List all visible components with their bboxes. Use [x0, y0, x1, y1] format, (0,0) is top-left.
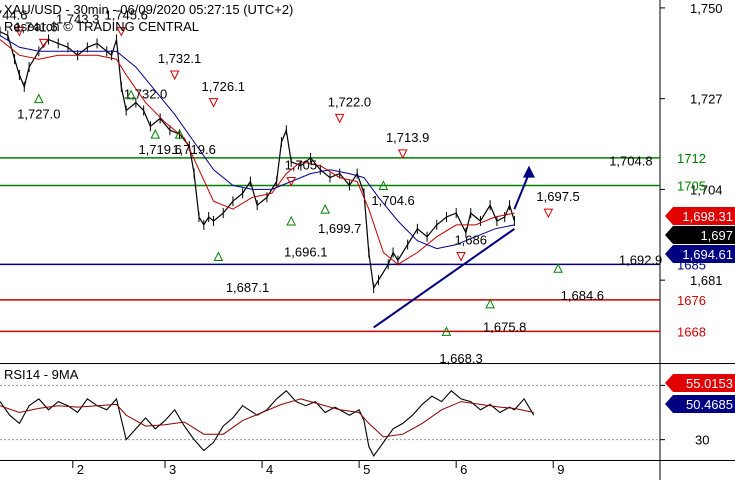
chart-title: XAU/USD - 30min - 06/09/2020 05:27:15 (U… — [4, 2, 293, 17]
support-trendline — [373, 228, 515, 329]
rsi-tick-label: 30 — [695, 433, 709, 448]
price-annotation: 1,697.5 — [536, 189, 579, 204]
price-annotation: 1,732.1 — [158, 51, 201, 66]
price-annotation: 1,692.9 — [619, 252, 662, 267]
price-tag-label: 1,698.31 — [682, 209, 733, 224]
price-series-line — [0, 31, 515, 290]
price-annotation: 1,705 — [285, 158, 318, 173]
price-annotation: 1,743.3 — [56, 12, 99, 27]
rsi-ma-line — [0, 398, 534, 438]
y-tick-label: 1,681 — [690, 273, 723, 288]
low-marker-icon — [150, 129, 161, 139]
rsi-tag-label: 50.4685 — [686, 397, 733, 412]
price-annotation: 1,727.0 — [17, 106, 60, 121]
price-annotation: 1,713.9 — [386, 130, 429, 145]
price-annotation: 1,741.6 — [14, 20, 57, 35]
rsi-title: RSI14 - 9MA — [4, 367, 79, 382]
high-marker-icon — [38, 38, 49, 49]
price-tag-box — [673, 207, 735, 225]
low-marker-icon — [174, 129, 185, 139]
price-tag-box — [673, 245, 735, 263]
price-tag-label: 1,694.61 — [682, 247, 733, 262]
high-marker-icon — [169, 70, 180, 81]
low-marker-icon — [485, 298, 495, 309]
x-tick-label: 5 — [363, 462, 370, 477]
price-annotation: 1,744.6 — [0, 8, 28, 23]
projection-arrow-head — [522, 165, 535, 178]
rsi-tag-pointer — [665, 374, 673, 392]
price-annotation: 1,745.6 — [104, 8, 147, 23]
price-annotation: 1,699.7 — [318, 221, 361, 236]
rsi-tag-label: 55.0153 — [686, 376, 733, 391]
chart-source: Research © TRADING CENTRAL — [4, 19, 199, 34]
high-marker-icon — [14, 27, 25, 37]
price-annotation: 1,722.0 — [328, 95, 371, 110]
moving-average-line — [0, 35, 515, 250]
price-annotation: 1,732.0 — [124, 87, 167, 102]
projection-arrow-shaft — [513, 173, 530, 210]
high-marker-icon — [397, 149, 408, 159]
price-annotation: 1,675.8 — [483, 319, 526, 334]
low-marker-icon — [213, 251, 224, 261]
price-tag-box — [673, 226, 735, 244]
price-annotation: 1,719.6 — [138, 142, 181, 157]
low-marker-icon — [320, 204, 330, 214]
x-tick-label: 2 — [77, 462, 84, 477]
price-annotation: 1,684.6 — [561, 288, 604, 303]
low-marker-icon — [441, 326, 452, 336]
price-annotation: 1,704.8 — [609, 154, 652, 169]
price-annotation: 1,696.1 — [284, 244, 327, 259]
low-marker-icon — [553, 263, 563, 273]
rsi-line — [0, 390, 535, 457]
y-tick-label: 1,750 — [690, 1, 723, 16]
level-label: 1705 — [677, 178, 706, 193]
price-tag-pointer — [665, 226, 673, 244]
price-annotation: 1,687.1 — [226, 280, 269, 295]
low-marker-icon — [378, 180, 389, 190]
x-tick-label: 6 — [460, 462, 467, 477]
low-marker-icon — [34, 93, 44, 104]
price-annotation: 1,668.3 — [439, 351, 482, 366]
price-tag-label: 1,697 — [700, 228, 733, 243]
price-annotation: 1,704.6 — [371, 193, 414, 208]
rsi-tag-box — [673, 374, 735, 392]
high-marker-icon — [456, 251, 466, 262]
price-annotation: 1,726.1 — [202, 79, 245, 94]
moving-average-line — [0, 39, 515, 266]
high-marker-icon — [334, 113, 345, 124]
price-tag-pointer — [665, 207, 673, 225]
high-marker-icon — [543, 208, 554, 219]
rsi-tag-pointer — [665, 395, 673, 413]
y-tick-label: 1,704 — [690, 182, 723, 197]
price-annotation: 1,719.6 — [172, 142, 215, 157]
price-tag-pointer — [665, 245, 673, 263]
x-tick-label: 9 — [557, 462, 564, 477]
low-marker-icon — [126, 89, 136, 100]
x-tick-label: 3 — [169, 462, 176, 477]
level-label: 1676 — [677, 293, 706, 308]
price-annotation: 1,686 — [454, 233, 487, 248]
high-marker-icon — [286, 177, 296, 187]
x-tick-label: 4 — [266, 462, 273, 477]
y-tick-label: 1,727 — [690, 92, 723, 107]
low-marker-icon — [286, 215, 296, 226]
rsi-tag-box — [673, 395, 735, 413]
high-marker-icon — [116, 27, 127, 37]
level-label: 1668 — [677, 324, 706, 339]
high-marker-icon — [208, 98, 219, 108]
level-label: 1712 — [677, 151, 706, 166]
